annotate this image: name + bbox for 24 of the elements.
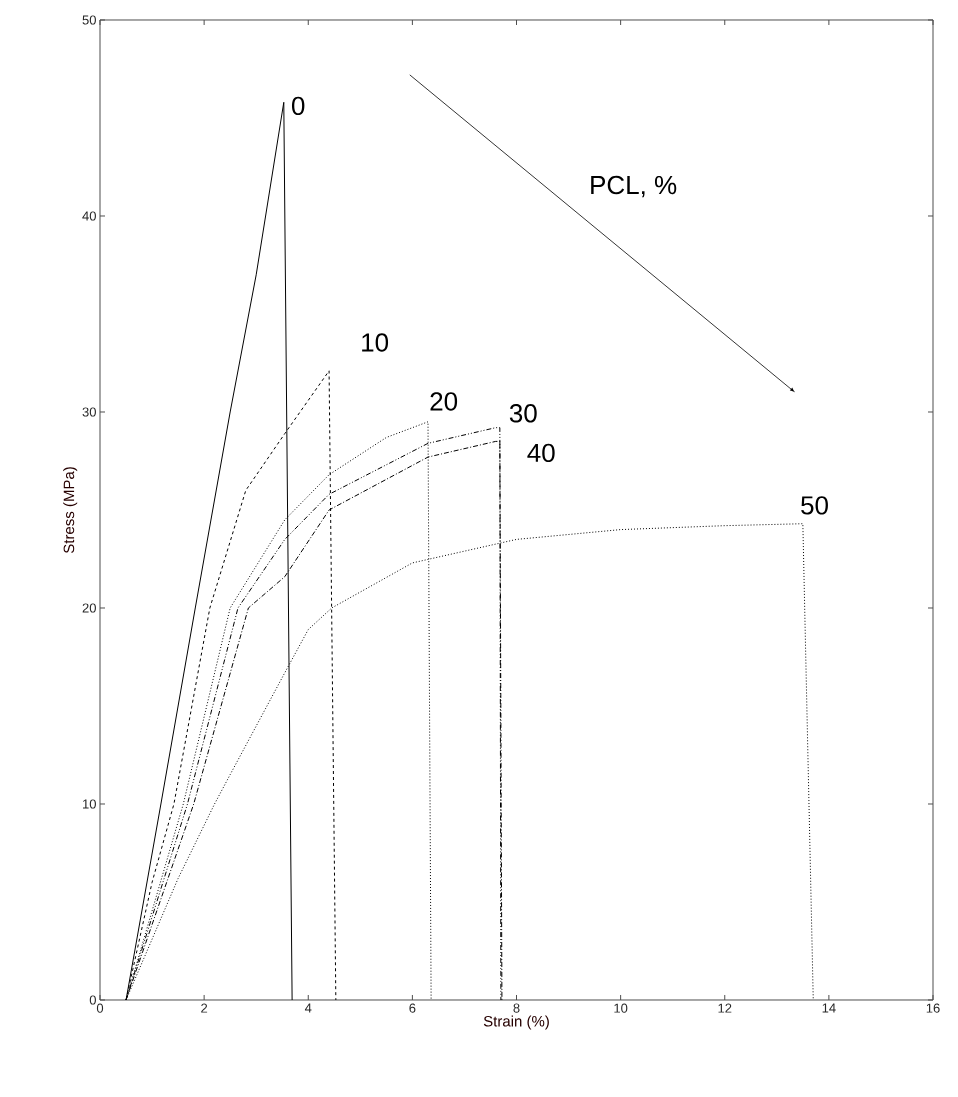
- y-tick-label: 0: [89, 995, 96, 1005]
- x-tick-label: 16: [926, 1003, 940, 1013]
- y-tick-label: 10: [83, 799, 96, 809]
- series-label: 0: [291, 96, 305, 116]
- x-tick-label: 6: [409, 1003, 416, 1013]
- x-tick-label: 4: [304, 1003, 312, 1013]
- x-tick-label: 2: [201, 1003, 208, 1013]
- x-axis-title: Strain (%): [483, 1015, 549, 1030]
- series-label: 20: [430, 392, 458, 411]
- x-tick-label: 12: [718, 1003, 732, 1013]
- series-label: 50: [801, 496, 828, 515]
- x-tick-label: 10: [614, 1003, 628, 1013]
- y-tick-label: 30: [82, 407, 96, 417]
- series-label: 10: [362, 333, 389, 352]
- y-tick-label: 50: [82, 15, 96, 25]
- x-tick-label: 14: [822, 1003, 836, 1013]
- x-tick-label: 0: [96, 1003, 104, 1013]
- series-label: 40: [527, 443, 555, 463]
- series-label: 30: [509, 404, 537, 423]
- y-axis-title: Stress (MPa): [63, 467, 78, 554]
- annotation: PCL, %: [591, 175, 677, 198]
- y-tick-label: 40: [82, 211, 96, 221]
- y-tick-label: 20: [82, 603, 96, 613]
- x-tick-label: 8: [513, 1003, 520, 1013]
